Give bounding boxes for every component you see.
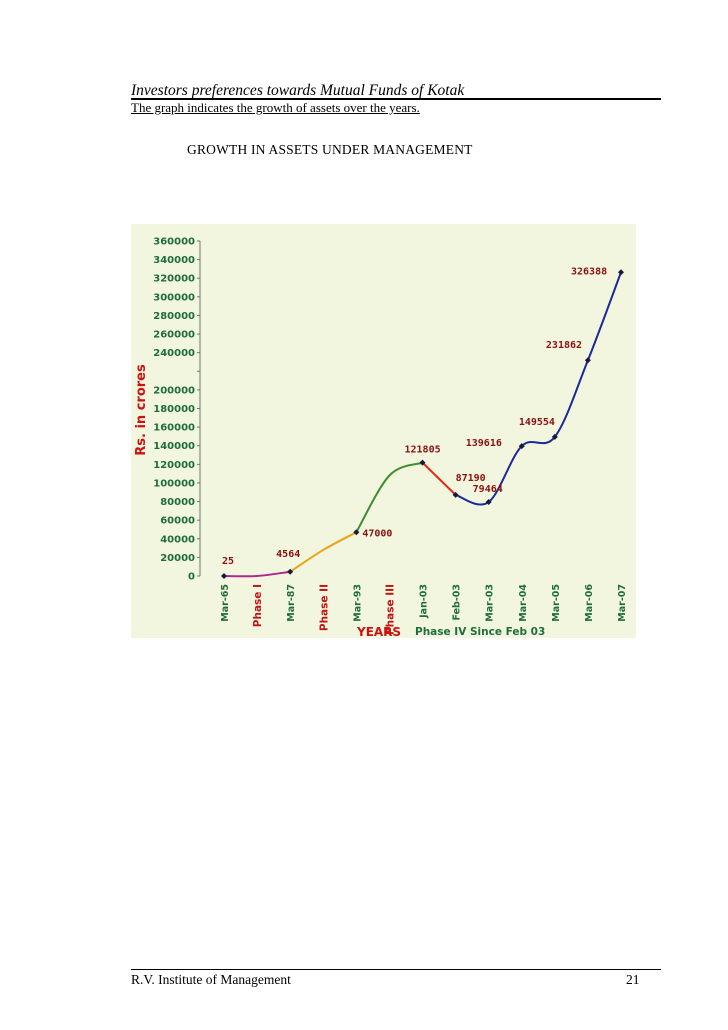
document-subtitle: The graph indicates the growth of assets… (131, 100, 420, 115)
page-number: 21 (626, 972, 640, 987)
header-rule (131, 98, 661, 100)
series-segment-decline (421, 461, 457, 496)
x-tick-label: Mar-65 (220, 584, 231, 622)
y-tick-label: 60000 (160, 516, 195, 527)
data-markers (221, 269, 624, 579)
x-tick-label: Mar-06 (584, 584, 595, 622)
y-axis-title: Rs. in crores (134, 364, 149, 456)
data-label: 25 (222, 556, 234, 567)
data-label: 121805 (405, 445, 441, 456)
phase-label: Phase III (384, 584, 396, 635)
x-tick-label: Mar-87 (286, 584, 297, 622)
data-point-marker (485, 499, 492, 506)
series-lines (223, 271, 622, 578)
y-tick-label: 180000 (153, 404, 195, 415)
y-tick-label: 360000 (153, 237, 195, 248)
y-tick-label: 40000 (160, 534, 195, 545)
y-tick-label: 80000 (160, 497, 195, 508)
data-label: 231862 (546, 340, 582, 351)
x-tick-label: Mar-07 (617, 584, 628, 622)
y-tick-label: 260000 (153, 330, 195, 341)
y-axis: 0 20000 40000 60000 80000 100000 120000 140000 1… (153, 237, 201, 583)
x-tick-label: Mar-04 (518, 584, 529, 622)
document-title: Investors preferences towards Mutual Fun… (131, 82, 465, 99)
data-point-marker (551, 433, 558, 440)
data-point-marker (518, 443, 525, 450)
data-point-marker (419, 459, 426, 466)
footer-rule (131, 969, 661, 970)
chart-panel: 0 20000 40000 60000 80000 100000 120000 140000 1… (131, 224, 636, 638)
x-tick-label: Feb-03 (452, 584, 463, 621)
y-tick-label: 20000 (160, 553, 195, 564)
phase-iv-annotation: Phase IV Since Feb 03 (415, 626, 545, 638)
y-tick-label: 300000 (153, 292, 195, 303)
y-tick-label: 240000 (153, 348, 195, 359)
y-tick-label: 200000 (153, 385, 195, 396)
series-segment-phase-ii (289, 531, 357, 573)
y-tick-label: 140000 (153, 441, 195, 452)
y-tick-label: 100000 (153, 478, 195, 489)
chart-heading: GROWTH IN ASSETS UNDER MANAGEMENT (187, 142, 473, 157)
phase-label: Phase II (318, 584, 330, 631)
data-label: 79464 (473, 484, 503, 495)
aum-growth-chart: 0 20000 40000 60000 80000 100000 120000 140000 1… (134, 237, 628, 639)
data-label: 4564 (276, 549, 300, 560)
x-tick-label: Mar-03 (485, 584, 496, 622)
series-segment-phase-i (223, 570, 291, 578)
y-tick-label: 120000 (153, 460, 195, 471)
x-axis: Mar-65 Phase I Mar-87 Phase II Mar-93 Phase I… (220, 584, 628, 635)
data-point-marker (221, 572, 227, 579)
y-tick-label: 0 (188, 572, 195, 583)
y-tick-label: 340000 (153, 255, 195, 266)
y-tick-label: 280000 (153, 311, 195, 322)
data-point-marker (353, 529, 360, 536)
data-label: 149554 (519, 417, 555, 428)
y-tick-label: 320000 (153, 274, 195, 285)
footer-institute: R.V. Institute of Management (131, 972, 291, 987)
data-label: 47000 (362, 528, 392, 539)
y-tick-label: 160000 (153, 423, 195, 434)
x-axis-title: YEARS (356, 625, 401, 638)
data-label: 139616 (466, 438, 502, 449)
data-point-marker (618, 269, 624, 276)
x-tick-label: Mar-05 (551, 584, 562, 622)
x-tick-label: Mar-93 (352, 584, 363, 622)
data-label: 326388 (571, 266, 607, 277)
phase-label: Phase I (252, 584, 264, 627)
data-point-marker (287, 568, 294, 575)
data-label: 87190 (456, 473, 486, 484)
x-tick-label: Jan-03 (419, 584, 430, 619)
series-segment-phase-iii (355, 461, 423, 533)
data-point-marker (584, 357, 591, 364)
series-segment-phase-iv-since-feb-03 (455, 271, 622, 506)
data-point-marker (452, 491, 459, 498)
